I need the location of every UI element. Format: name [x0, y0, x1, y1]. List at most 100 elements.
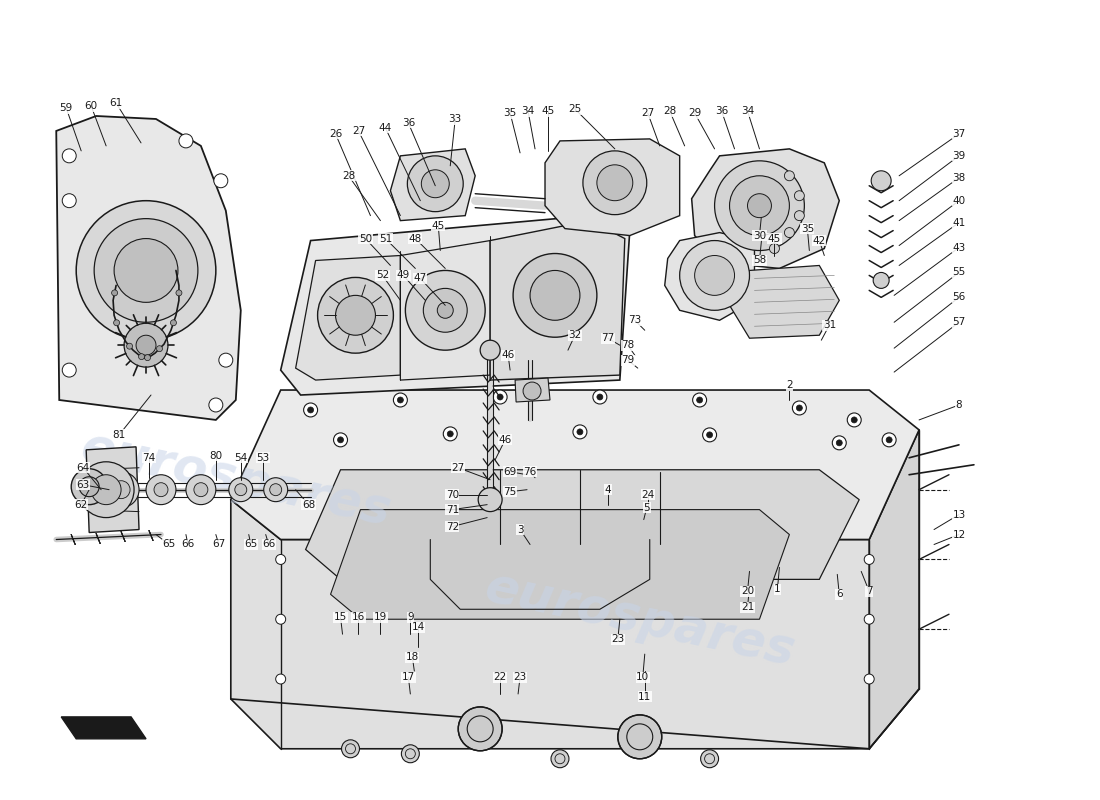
Circle shape [836, 440, 843, 446]
Text: 51: 51 [378, 234, 392, 243]
Text: 75: 75 [504, 486, 517, 497]
Polygon shape [86, 447, 139, 533]
Text: 4: 4 [605, 485, 612, 494]
Circle shape [865, 614, 874, 624]
Text: 62: 62 [75, 500, 88, 510]
Circle shape [276, 674, 286, 684]
Circle shape [136, 335, 156, 355]
Circle shape [111, 290, 118, 296]
Circle shape [229, 478, 253, 502]
Text: 47: 47 [414, 274, 427, 283]
Text: 65: 65 [163, 539, 176, 550]
Circle shape [270, 484, 282, 496]
Text: 18: 18 [406, 652, 419, 662]
Text: 67: 67 [212, 539, 226, 550]
Text: 13: 13 [953, 510, 966, 520]
Circle shape [144, 354, 151, 361]
Text: 11: 11 [638, 692, 651, 702]
Text: 12: 12 [953, 530, 966, 539]
Text: 41: 41 [953, 218, 966, 228]
Text: 33: 33 [449, 114, 462, 124]
Circle shape [448, 431, 453, 437]
Circle shape [796, 405, 802, 411]
Text: 29: 29 [688, 108, 702, 118]
Circle shape [91, 474, 121, 505]
Text: 7: 7 [866, 586, 872, 596]
Circle shape [729, 176, 790, 235]
Text: 64: 64 [77, 462, 90, 473]
Circle shape [438, 302, 453, 318]
Text: 66: 66 [262, 539, 275, 550]
Polygon shape [400, 241, 491, 380]
Text: 45: 45 [768, 234, 781, 243]
Text: 56: 56 [953, 292, 966, 302]
Text: 24: 24 [641, 490, 654, 500]
Circle shape [402, 745, 419, 762]
Circle shape [593, 390, 607, 404]
Text: 34: 34 [521, 106, 535, 116]
Circle shape [397, 397, 404, 403]
Polygon shape [231, 430, 920, 749]
Circle shape [421, 170, 449, 198]
Circle shape [406, 270, 485, 350]
Circle shape [493, 390, 507, 404]
Text: 77: 77 [602, 334, 615, 343]
Circle shape [176, 290, 182, 296]
Circle shape [146, 474, 176, 505]
Text: 23: 23 [514, 672, 527, 682]
Polygon shape [306, 470, 859, 579]
Text: 34: 34 [741, 106, 755, 116]
Text: eurospares: eurospares [76, 423, 395, 536]
Text: 65: 65 [244, 539, 257, 550]
Circle shape [72, 469, 107, 505]
Polygon shape [331, 510, 790, 619]
Circle shape [847, 413, 861, 427]
Circle shape [139, 354, 144, 360]
Circle shape [530, 270, 580, 320]
Text: 27: 27 [452, 462, 465, 473]
Circle shape [478, 488, 502, 512]
Circle shape [524, 382, 541, 400]
Circle shape [63, 363, 76, 377]
Text: 5: 5 [644, 502, 650, 513]
Text: 70: 70 [446, 490, 459, 500]
Circle shape [264, 478, 288, 502]
Text: 66: 66 [182, 539, 195, 550]
Circle shape [701, 750, 718, 768]
Circle shape [103, 472, 139, 508]
Polygon shape [729, 266, 839, 338]
Text: 22: 22 [494, 672, 507, 682]
Circle shape [871, 170, 891, 190]
Polygon shape [869, 430, 920, 749]
Text: 37: 37 [953, 129, 966, 139]
Text: 52: 52 [376, 270, 389, 281]
Circle shape [63, 194, 76, 208]
Polygon shape [544, 139, 680, 235]
Text: 57: 57 [953, 318, 966, 327]
Polygon shape [231, 390, 920, 539]
Circle shape [338, 437, 343, 443]
Circle shape [513, 254, 597, 338]
Text: 78: 78 [621, 340, 635, 350]
Text: 26: 26 [329, 129, 342, 139]
Circle shape [170, 320, 176, 326]
Text: 27: 27 [352, 126, 365, 136]
Polygon shape [491, 221, 625, 380]
Circle shape [792, 401, 806, 415]
Text: 15: 15 [334, 612, 348, 622]
Text: 16: 16 [352, 612, 365, 622]
Text: 44: 44 [378, 123, 392, 133]
Circle shape [318, 278, 394, 353]
Circle shape [703, 428, 716, 442]
Text: 35: 35 [504, 108, 517, 118]
Polygon shape [280, 216, 630, 395]
Circle shape [576, 429, 583, 435]
Circle shape [497, 394, 503, 400]
Text: 8: 8 [956, 400, 962, 410]
Circle shape [219, 353, 233, 367]
Text: 2: 2 [786, 380, 793, 390]
Text: 74: 74 [142, 453, 155, 462]
Circle shape [784, 228, 794, 238]
Text: 3: 3 [517, 525, 524, 534]
Circle shape [551, 750, 569, 768]
